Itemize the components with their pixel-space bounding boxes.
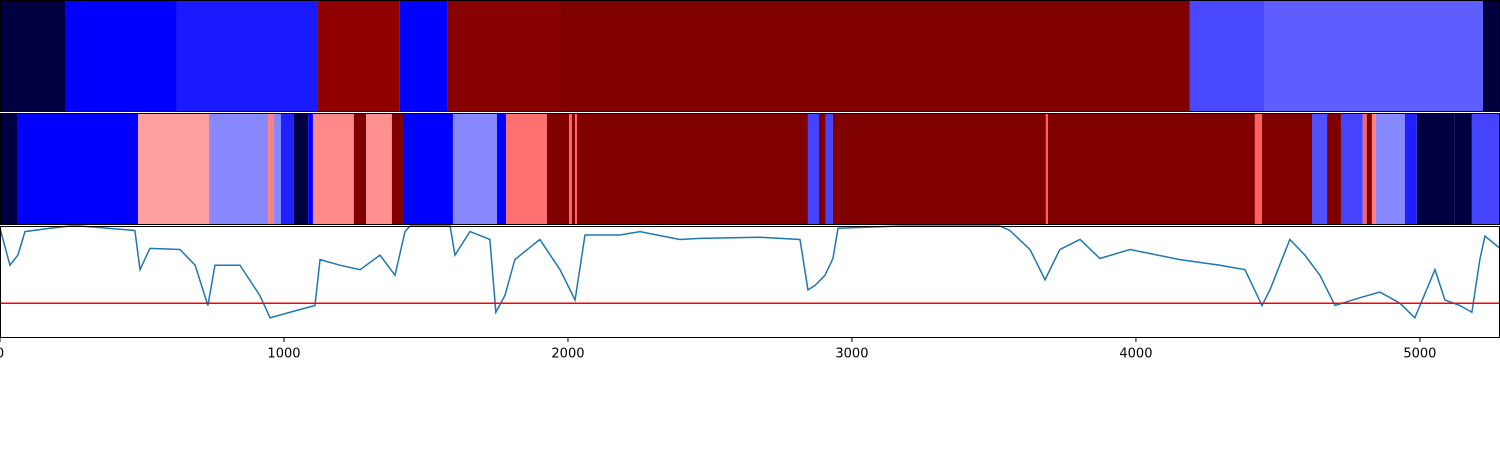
segment	[1416, 113, 1455, 225]
segment	[176, 0, 319, 112]
segment	[1262, 113, 1313, 225]
segment	[571, 113, 576, 225]
segment	[353, 113, 367, 225]
segment	[1471, 113, 1500, 225]
segment	[832, 113, 1046, 225]
segment	[308, 113, 313, 225]
x-tick-label: 4000	[1119, 347, 1152, 362]
segment	[1254, 113, 1263, 225]
segment	[1482, 0, 1500, 112]
segment	[1045, 113, 1048, 225]
segment	[268, 113, 275, 225]
segment	[1047, 113, 1255, 225]
segment	[1375, 113, 1405, 225]
segment	[312, 113, 354, 225]
segment	[0, 0, 66, 112]
segment	[1340, 113, 1363, 225]
segment	[65, 0, 177, 112]
segment	[293, 113, 309, 225]
segment	[1371, 113, 1376, 225]
segment	[1362, 113, 1367, 225]
x-tick-label: 2000	[551, 347, 584, 362]
segment	[1312, 113, 1328, 225]
segment	[399, 0, 448, 112]
segment	[1454, 113, 1472, 225]
segment	[366, 113, 392, 225]
segment	[402, 113, 453, 225]
segment	[1189, 0, 1265, 112]
segment	[496, 113, 507, 225]
segment	[274, 113, 281, 225]
segment	[452, 113, 497, 225]
segment	[506, 113, 547, 225]
segment	[0, 113, 18, 225]
segment	[391, 113, 403, 225]
data-line	[0, 225, 1500, 320]
segment	[447, 0, 561, 112]
segment	[318, 0, 400, 112]
x-tick-label: 3000	[835, 347, 868, 362]
segment	[17, 113, 139, 225]
segment	[819, 113, 826, 225]
segment	[569, 113, 572, 225]
segment	[1404, 113, 1417, 225]
segment	[577, 113, 808, 225]
segment	[546, 113, 570, 225]
segment	[1327, 113, 1341, 225]
segment	[138, 113, 210, 225]
segment	[280, 113, 294, 225]
segment	[807, 113, 820, 225]
segment	[1264, 0, 1483, 112]
segment	[825, 113, 833, 225]
x-tick-label: 0	[0, 347, 4, 362]
panel-frame	[0, 226, 1500, 338]
x-tick-label: 1000	[267, 347, 300, 362]
segment	[209, 113, 269, 225]
segment	[1366, 113, 1372, 225]
x-tick-label: 5000	[1403, 347, 1436, 362]
segment	[575, 113, 578, 225]
segment	[560, 0, 1190, 112]
